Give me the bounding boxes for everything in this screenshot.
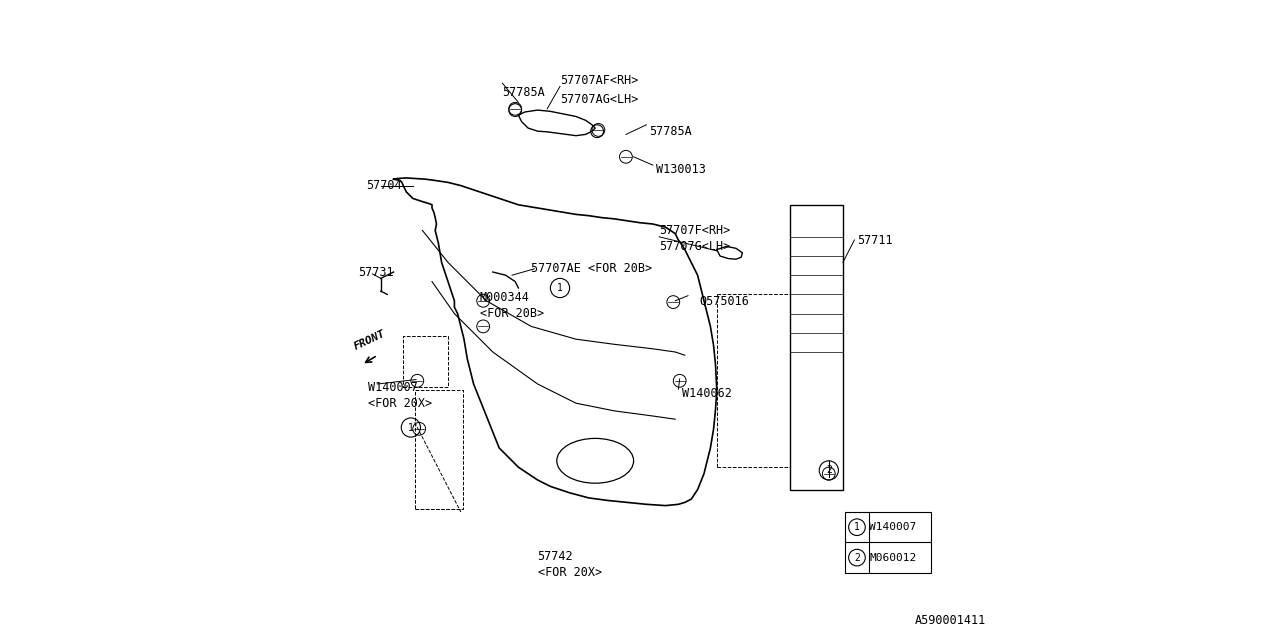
Text: <FOR 20X>: <FOR 20X> <box>369 397 433 410</box>
Text: 1: 1 <box>854 522 860 532</box>
Text: 57707AG<LH>: 57707AG<LH> <box>561 93 639 106</box>
Text: 1: 1 <box>557 283 563 293</box>
Text: 57707F<RH>: 57707F<RH> <box>659 224 731 237</box>
Text: W140007: W140007 <box>369 381 417 394</box>
Text: 57731: 57731 <box>358 266 394 278</box>
Text: 57704: 57704 <box>366 179 402 192</box>
Text: 1: 1 <box>408 422 413 433</box>
Text: Q575016: Q575016 <box>699 294 749 307</box>
Text: 57707AF<RH>: 57707AF<RH> <box>561 74 639 86</box>
Bar <box>403 336 448 387</box>
Text: 57711: 57711 <box>858 234 893 246</box>
Text: A590001411: A590001411 <box>915 614 987 627</box>
Text: W130013: W130013 <box>657 163 705 176</box>
Text: <FOR 20B>: <FOR 20B> <box>480 307 544 320</box>
Text: M000344: M000344 <box>480 291 530 304</box>
Text: 57707G<LH>: 57707G<LH> <box>659 240 731 253</box>
Text: W140007: W140007 <box>869 522 916 532</box>
Text: 57785A: 57785A <box>502 86 545 99</box>
Text: FRONT: FRONT <box>352 329 388 352</box>
Text: 57707AE <FOR 20B>: 57707AE <FOR 20B> <box>531 262 653 275</box>
Text: 2: 2 <box>854 552 860 563</box>
Text: <FOR 20X>: <FOR 20X> <box>538 566 602 579</box>
Text: 57742: 57742 <box>538 550 573 563</box>
Text: W140062: W140062 <box>681 387 731 400</box>
Text: 57785A: 57785A <box>650 125 692 138</box>
Bar <box>415 390 463 509</box>
Text: M060012: M060012 <box>869 552 916 563</box>
Text: 2: 2 <box>826 465 832 476</box>
